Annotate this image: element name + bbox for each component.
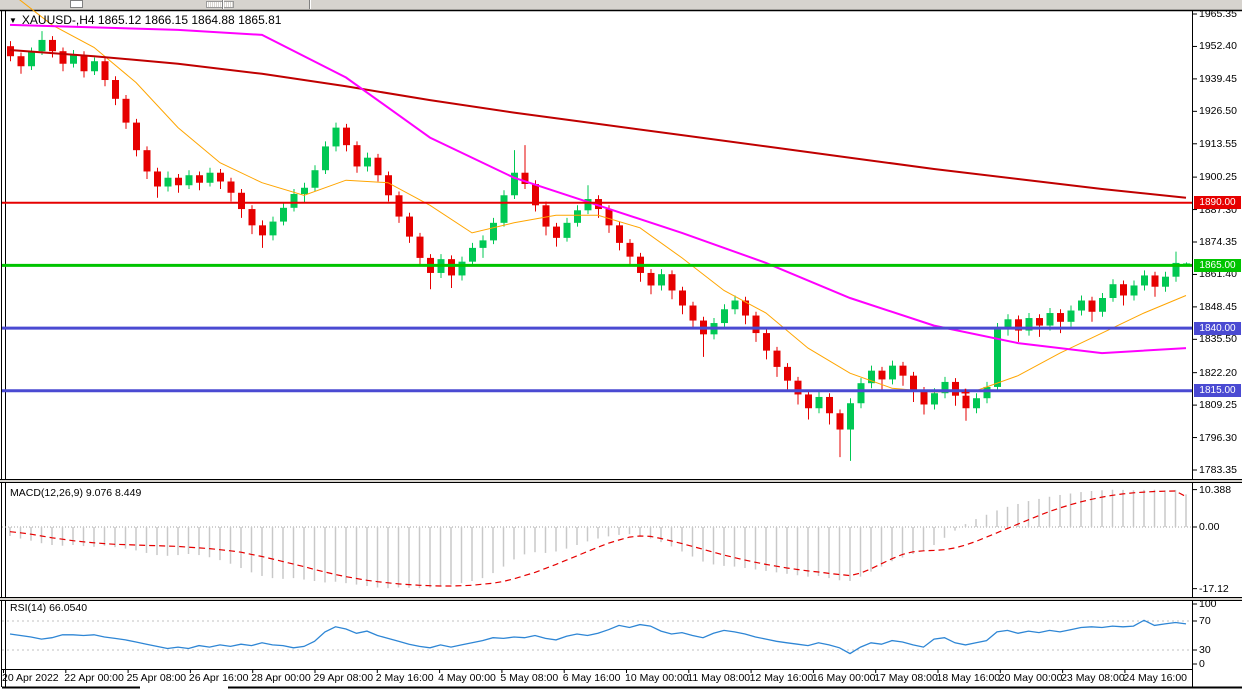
macd-indicator-label: MACD(12,26,9) 9.076 8.449 xyxy=(10,487,142,499)
rsi-axis-label: 70 xyxy=(1199,615,1211,627)
toolbar-separator xyxy=(222,0,224,9)
macd-axis-label: 0.00 xyxy=(1199,521,1220,533)
time-axis-label: 29 Apr 08:00 xyxy=(313,672,374,684)
price-axis-label: 1848.45 xyxy=(1199,300,1237,313)
rsi-axis-label: 100 xyxy=(1199,598,1217,610)
price-axis-label: 1822.20 xyxy=(1199,366,1237,379)
time-axis-label: 11 May 08:00 xyxy=(687,672,751,684)
macd-signal-line xyxy=(9,490,1187,587)
toolbar-strip xyxy=(0,0,1242,10)
bottom-edge-strip xyxy=(0,688,1242,696)
time-axis-label: 25 Apr 08:00 xyxy=(126,672,187,684)
price-axis-label: 1913.55 xyxy=(1199,137,1237,150)
price-axis-label: 1926.50 xyxy=(1199,105,1237,118)
time-axis-label: 10 May 00:00 xyxy=(625,672,689,684)
panel-splitter-macd[interactable] xyxy=(0,479,1242,483)
time-axis-label: 16 May 00:00 xyxy=(811,672,876,684)
price-axis-label: 1952.40 xyxy=(1199,40,1237,53)
macd-axis-label: 10.388 xyxy=(1199,483,1232,496)
rsi-axis-label: 0 xyxy=(1199,658,1205,670)
price-axis-label: 1874.35 xyxy=(1199,236,1237,248)
time-axis-label: 23 May 08:00 xyxy=(1061,672,1125,684)
time-axis-label: 2 May 16:00 xyxy=(375,672,434,684)
price-axis-label: 1900.25 xyxy=(1199,171,1237,184)
panel-splitter-rsi[interactable] xyxy=(0,597,1242,601)
chart-title-bar: ▼ XAUUSD-,H4 1865.12 1866.15 1864.88 1865… xyxy=(9,13,281,27)
symbol-dropdown-icon[interactable]: ▼ xyxy=(9,16,17,25)
time-axis-label: 17 May 08:00 xyxy=(874,672,938,684)
rsi-axis-label: 30 xyxy=(1199,644,1211,656)
price-axis-label: 1783.35 xyxy=(1199,464,1237,476)
price-axis-label: 1809.25 xyxy=(1199,399,1237,412)
time-axis-label: 18 May 16:00 xyxy=(936,672,1001,684)
toolbar-separator xyxy=(309,0,311,9)
price-line-badge: 1890.00 xyxy=(1194,196,1241,210)
rsi-indicator-label: RSI(14) 66.0540 xyxy=(10,602,88,614)
rsi-layer xyxy=(2,603,1197,665)
plus-marker xyxy=(961,388,970,397)
time-axis-label: 28 Apr 00:00 xyxy=(251,672,311,684)
ma-fast-line xyxy=(19,0,1187,393)
candles-layer xyxy=(7,31,1190,461)
price-line-badge: 1815.00 xyxy=(1194,384,1241,398)
toolbar-scroll-thumb[interactable] xyxy=(206,1,234,8)
macd-axis-label: -17.12 xyxy=(1199,582,1229,595)
price-axis-label: 1965.35 xyxy=(1199,8,1237,20)
time-axis-label: 26 Apr 16:00 xyxy=(188,672,249,684)
time-axis-label: 6 May 16:00 xyxy=(562,672,621,684)
macd-layer xyxy=(2,489,1197,590)
time-axis-label: 22 Apr 00:00 xyxy=(64,672,124,684)
price-line-badge: 1840.00 xyxy=(1194,321,1241,335)
price-axis-label: 1939.45 xyxy=(1199,72,1237,85)
price-axis-label: 1835.50 xyxy=(1199,333,1237,346)
time-axis-label: 5 May 08:00 xyxy=(500,672,559,684)
window-frame xyxy=(0,9,1242,689)
time-axis-label: 20 Apr 2022 xyxy=(2,672,59,684)
toolbar-dropdown-remnant[interactable] xyxy=(70,0,83,8)
time-axis-label: 20 May 00:00 xyxy=(998,672,1063,684)
price-axis-label: 1796.30 xyxy=(1199,431,1237,444)
rsi-line xyxy=(9,619,1187,655)
time-axis-label: 24 May 16:00 xyxy=(1123,672,1188,684)
ma-slow-line xyxy=(9,49,1187,199)
ma-medium-line xyxy=(9,23,1187,355)
time-axis-label: 4 May 00:00 xyxy=(438,672,496,684)
price-line-badge: 1865.00 xyxy=(1194,258,1241,272)
chart-title-text: XAUUSD-,H4 1865.12 1866.15 1864.88 1865.… xyxy=(21,13,282,27)
time-axis-label: 12 May 16:00 xyxy=(749,672,814,684)
